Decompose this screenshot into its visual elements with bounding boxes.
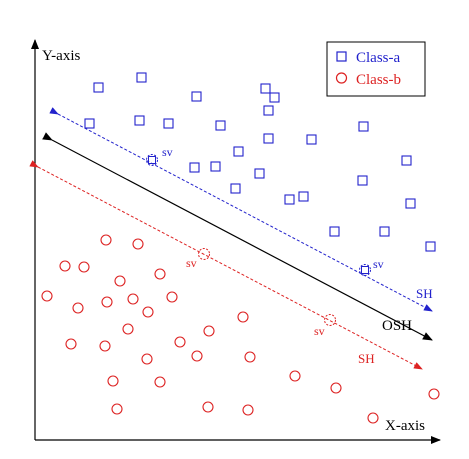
y-axis-label: Y-axis: [42, 48, 80, 64]
class-b-point: [114, 275, 126, 287]
legend-class-b-label: Class-b: [356, 72, 401, 88]
class-a-point: [215, 120, 226, 131]
class-b-point: [330, 382, 342, 394]
class-b-point: [202, 401, 214, 413]
class-a-point: [284, 194, 295, 205]
class-a-point: [357, 175, 368, 186]
class-b-point: [174, 336, 186, 348]
class-b-point: [142, 306, 154, 318]
support-vector-point: [148, 156, 156, 164]
class-a-point: [358, 121, 369, 132]
legend-box: [326, 41, 426, 97]
class-b-point: [65, 338, 77, 350]
class-a-point: [298, 191, 309, 202]
class-b-point: [428, 388, 440, 400]
class-b-point: [289, 370, 301, 382]
class-b-point: [237, 311, 249, 323]
support-vector-marker: [359, 264, 371, 276]
legend-class-a-label: Class-a: [356, 50, 401, 66]
sv-label-class-b-upper: sv: [186, 256, 197, 270]
class-b-point: [141, 353, 153, 365]
sv-label-class-a-lower: sv: [373, 257, 384, 271]
class-a-point: [260, 83, 271, 94]
lower-separating-hyperplane: [29, 160, 423, 370]
class-a-point: [189, 162, 200, 173]
class-a-point: [425, 241, 436, 252]
class-b-circle-icon: [335, 72, 348, 84]
class-a-point: [401, 155, 412, 166]
class-b-point: [59, 260, 71, 272]
class-a-point: [136, 72, 147, 83]
class-b-point: [111, 403, 123, 415]
support-vector-marker: [324, 314, 336, 326]
class-b-point: [78, 261, 90, 273]
class-a-point: [233, 146, 244, 157]
class-a-point: [84, 118, 95, 129]
sv-label-class-a-upper: sv: [162, 145, 173, 159]
class-a-point: [263, 133, 274, 144]
class-a-point: [263, 105, 274, 116]
class-b-point: [100, 234, 112, 246]
upper-separating-hyperplane: [49, 107, 433, 312]
sh-label-lower: SH: [358, 351, 375, 366]
class-b-points: [41, 234, 440, 424]
class-b-point: [242, 404, 254, 416]
legend: Class-a Class-b: [326, 41, 426, 97]
class-a-square-icon: [336, 51, 347, 62]
class-b-point: [154, 376, 166, 388]
class-a-point: [269, 92, 280, 103]
class-b-point: [191, 350, 203, 362]
support-vector-point: [361, 266, 369, 274]
class-a-point: [191, 91, 202, 102]
support-vector-marker: [146, 154, 158, 166]
sv-label-class-b-lower: sv: [314, 324, 325, 338]
class-b-support-vectors: [198, 248, 336, 326]
class-a-point: [134, 115, 145, 126]
class-a-point: [210, 161, 221, 172]
class-b-point: [41, 290, 53, 302]
class-a-point: [306, 134, 317, 145]
class-a-point: [230, 183, 241, 194]
class-b-point: [154, 268, 166, 280]
class-b-point: [166, 291, 178, 303]
class-b-point: [101, 296, 113, 308]
optimal-separating-hyperplane: [42, 132, 433, 341]
class-a-points: [84, 72, 436, 252]
class-b-point: [122, 323, 134, 335]
class-a-point: [93, 82, 104, 93]
class-a-support-vectors: [146, 154, 371, 276]
class-a-point: [254, 168, 265, 179]
class-b-point: [244, 351, 256, 363]
class-b-point: [99, 340, 111, 352]
class-a-point: [405, 198, 416, 209]
x-axis-label: X-axis: [385, 418, 425, 434]
class-b-point: [72, 302, 84, 314]
class-b-point: [203, 325, 215, 337]
class-a-point: [163, 118, 174, 129]
class-b-point: [367, 412, 379, 424]
class-b-point: [127, 293, 139, 305]
class-b-point: [132, 238, 144, 250]
sh-label-upper: SH: [416, 286, 433, 301]
class-a-point: [329, 226, 340, 237]
class-b-point: [107, 375, 119, 387]
class-a-point: [379, 226, 390, 237]
support-vector-marker: [198, 248, 210, 260]
osh-label: OSH: [382, 318, 412, 334]
